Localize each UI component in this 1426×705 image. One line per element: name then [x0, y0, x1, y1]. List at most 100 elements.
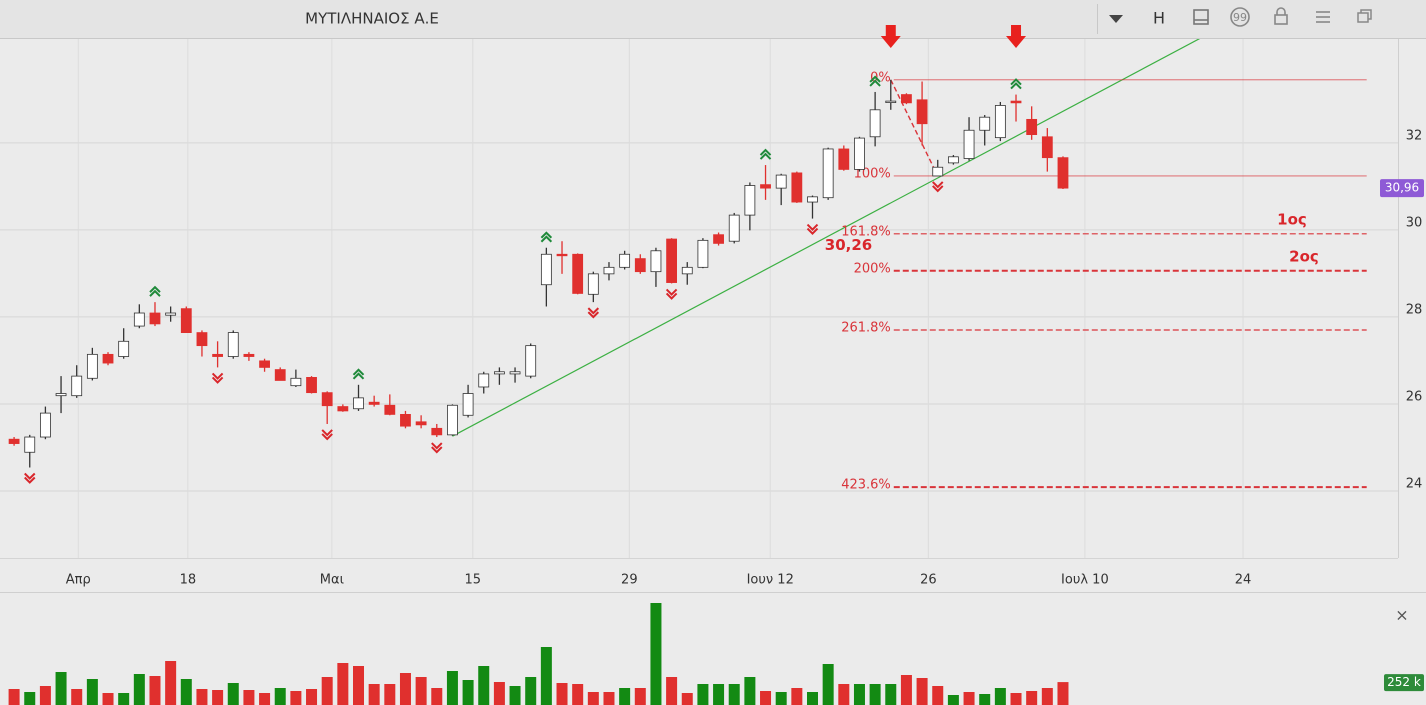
x-tick-label: 18 [180, 573, 197, 588]
volume-bar [885, 684, 897, 705]
fib-label: 100% [854, 166, 891, 181]
y-tick-label: 32 [1406, 128, 1423, 143]
x-tick-label: Ιουν 12 [747, 573, 794, 588]
volume-bar [243, 690, 255, 705]
candle-body [290, 377, 302, 387]
candle-body [274, 369, 286, 381]
candle-body [384, 404, 396, 415]
signal-arrow [1006, 25, 1027, 48]
volume-bar [259, 693, 271, 705]
x-tick-label: 26 [920, 573, 937, 588]
volume-bar [1057, 682, 1069, 705]
candle-body [540, 253, 552, 286]
volume-bar [681, 693, 693, 705]
candle-body [869, 109, 881, 138]
candle-body [885, 100, 897, 103]
volume-bar [71, 689, 83, 705]
volume-bar [274, 688, 286, 705]
volume-bar [86, 679, 98, 705]
volume-bar [149, 676, 161, 705]
candle-body [572, 253, 584, 294]
candle-body [713, 234, 724, 244]
volume-bar [869, 684, 881, 705]
candle-body [8, 438, 20, 444]
volume-bar [290, 691, 302, 705]
candle-body [979, 116, 991, 131]
volume-bar [947, 695, 959, 705]
instrument-title: ΜΥΤΙΛΗΝΑΙΟΣ Α.Ε [305, 10, 439, 28]
candle-body [86, 353, 98, 379]
volume-bar [165, 661, 177, 705]
candle-body [807, 196, 818, 203]
y-tick-label: 26 [1406, 389, 1423, 404]
dropdown-button[interactable] [1109, 15, 1123, 23]
candle-body [791, 172, 803, 203]
candle-body [963, 129, 975, 159]
volume-bar [212, 690, 224, 705]
candle-body [901, 94, 912, 104]
volume-bar [368, 684, 380, 705]
volume-bar [39, 686, 51, 705]
candle-body [165, 312, 177, 316]
x-tick-label: Απρ [66, 573, 91, 588]
x-tick-label: 29 [621, 573, 638, 588]
volume-bar [932, 686, 944, 705]
annotation: 2ος [1289, 247, 1319, 265]
volume-bar [446, 671, 458, 705]
candle-body [243, 353, 255, 357]
candle-body [509, 371, 521, 375]
candle-body [587, 273, 599, 295]
candle-body [39, 412, 51, 438]
down-fractal [932, 181, 944, 193]
volume-bar [399, 673, 411, 705]
volume-bar [556, 683, 568, 705]
volume-bar [431, 688, 443, 705]
lock-icon[interactable] [1274, 7, 1288, 25]
volume-bar [822, 664, 834, 705]
volume-bar [666, 677, 678, 705]
candle-body [321, 392, 333, 407]
volume-bar [384, 684, 396, 705]
volume-bar [994, 688, 1006, 705]
volume-bar [540, 647, 552, 705]
volume-bar [8, 689, 20, 705]
volume-bar [509, 686, 521, 705]
volume-bar [196, 689, 208, 705]
volume-bar [650, 603, 662, 705]
volume-bar [634, 688, 646, 705]
candle-body [1041, 136, 1053, 159]
candle-body [1026, 118, 1038, 136]
down-fractal [806, 223, 819, 236]
fib-diagonal [890, 79, 939, 177]
close-pane-button[interactable]: × [1395, 606, 1408, 625]
volume-bar [791, 688, 803, 705]
candle-body [196, 332, 208, 347]
fib-label: 423.6% [841, 478, 891, 493]
x-tick-label: Ιουλ 10 [1061, 573, 1109, 588]
up-fractal [352, 368, 365, 380]
volume-bar [587, 692, 599, 705]
minimize-icon[interactable] [1316, 11, 1330, 23]
quote-icon[interactable]: 99 [1230, 7, 1250, 27]
candle-body [728, 214, 740, 242]
down-fractal [211, 372, 224, 384]
toolbar-icon[interactable] [1193, 9, 1209, 25]
candle-body [118, 340, 130, 357]
last-price-label: 30,96 [1385, 181, 1419, 195]
candle-body [697, 239, 709, 268]
candle-body [55, 393, 67, 397]
volume-bar [603, 692, 615, 705]
candle-body [775, 174, 787, 189]
up-fractal [149, 285, 161, 297]
restore-icon[interactable] [1357, 9, 1372, 23]
candle-body [400, 414, 411, 427]
candle-body [634, 258, 646, 273]
volume-bar [102, 693, 114, 705]
y-tick-label: 24 [1406, 476, 1423, 491]
volume-bar [979, 694, 991, 705]
down-fractal [665, 288, 678, 300]
x-tick-label: 24 [1235, 573, 1252, 588]
h-button[interactable]: H [1153, 9, 1165, 28]
